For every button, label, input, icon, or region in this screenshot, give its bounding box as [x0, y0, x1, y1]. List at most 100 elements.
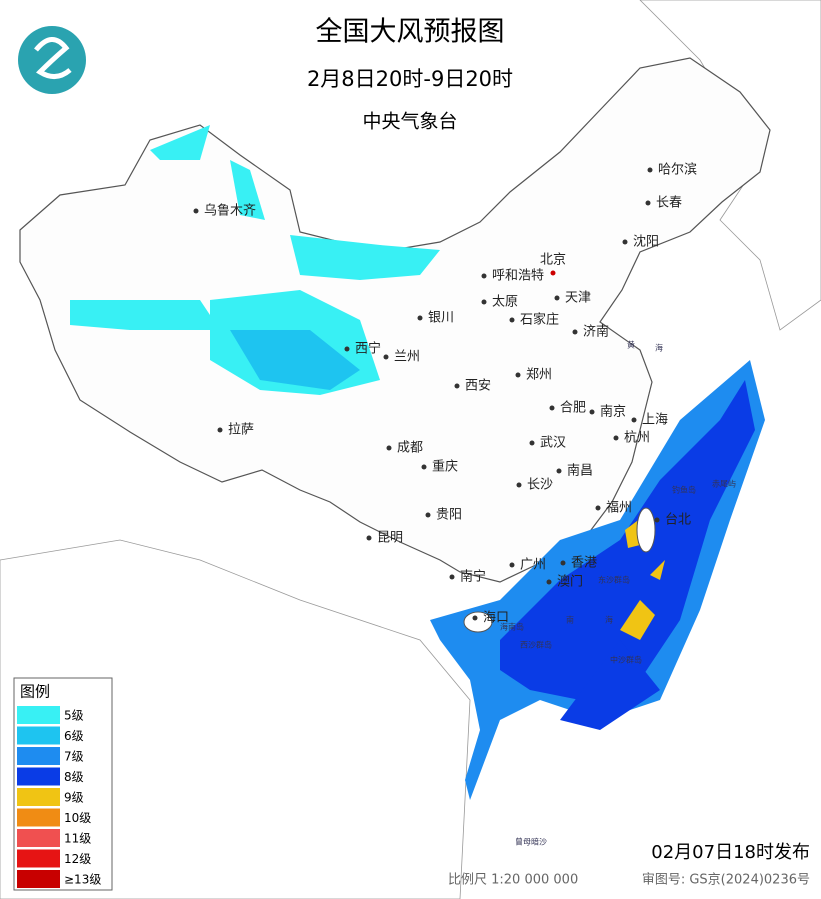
city-label: 昆明 — [377, 531, 403, 546]
city-marker — [472, 615, 478, 621]
city-marker — [509, 562, 515, 568]
legend-swatch — [17, 747, 60, 765]
wind-zone-5 — [290, 235, 440, 280]
city-label: 沈阳 — [633, 235, 659, 250]
city-marker — [193, 208, 199, 214]
city-label: 重庆 — [432, 459, 458, 475]
sea-label: 西沙群岛 — [520, 640, 552, 650]
city-label: 澳门 — [557, 574, 583, 590]
city-marker — [645, 200, 651, 206]
city-marker — [589, 409, 595, 415]
city-marker — [622, 239, 628, 245]
city-label: 郑州 — [526, 368, 552, 383]
city-marker — [549, 405, 555, 411]
city-label: 台北 — [665, 513, 691, 528]
forecast-period: 2月8日20时-9日20时 — [307, 67, 513, 91]
map-title: 全国大风预报图 — [316, 17, 505, 48]
issuer: 中央气象台 — [362, 111, 457, 133]
legend-label: 6级 — [64, 729, 84, 743]
city-label: 银川 — [428, 311, 454, 326]
hainan-island — [463, 611, 493, 633]
city-marker — [631, 417, 637, 423]
legend-swatch — [17, 767, 60, 786]
city-label: 呼和浩特 — [492, 269, 544, 284]
legend-label: 12级 — [64, 852, 91, 866]
city-label: 拉萨 — [228, 423, 254, 438]
city-marker — [417, 315, 423, 321]
sea-label: 海 — [655, 343, 663, 353]
map-number: 审图号: GS京(2024)0236号 — [642, 873, 810, 888]
city-label: 武汉 — [540, 436, 566, 451]
city-label: 济南 — [583, 324, 609, 340]
city-label: 哈尔滨 — [658, 162, 697, 178]
city-marker — [572, 329, 578, 335]
city-marker — [529, 440, 535, 446]
legend-swatch — [17, 706, 60, 724]
city-marker — [217, 427, 223, 433]
city-marker — [647, 167, 653, 173]
city-marker — [515, 372, 521, 378]
sea-label: 南 — [566, 615, 574, 625]
city-label: 太原 — [492, 295, 518, 310]
wind-zone-8 — [560, 640, 660, 730]
neighbor-land — [0, 539, 471, 899]
city-label: 南京 — [600, 404, 626, 420]
city-marker — [595, 505, 601, 511]
city-label: 上海 — [642, 413, 668, 428]
map-scale: 比例尺 1:20 000 000 — [448, 873, 578, 888]
wind-zone-6 — [230, 330, 360, 390]
legend-label: 9级 — [64, 791, 84, 805]
city-marker — [556, 468, 562, 474]
city-label: 海口 — [483, 611, 509, 626]
city-label: 长春 — [656, 196, 682, 211]
city-marker — [454, 383, 460, 389]
legend-swatch — [17, 808, 60, 827]
issue-time: 02月07日18时发布 — [651, 842, 810, 863]
taiwan-island — [636, 507, 656, 553]
sea-label: 赤尾屿 — [712, 480, 736, 489]
city-label: 杭州 — [624, 431, 650, 446]
city-label: 乌鲁木齐 — [204, 203, 256, 219]
city-label: 长沙 — [527, 478, 553, 493]
city-marker — [516, 482, 522, 488]
city-marker — [554, 295, 560, 301]
city-label: 兰州 — [394, 350, 420, 365]
city-label: 西宁 — [355, 341, 381, 357]
city-label: 贵阳 — [436, 508, 462, 523]
legend-title: 图例 — [20, 683, 50, 701]
city-marker — [481, 273, 487, 279]
sea-label: 钓鱼岛 — [672, 485, 696, 495]
city-marker — [383, 354, 389, 360]
legend-swatch — [17, 849, 60, 868]
city-label: 广州 — [520, 558, 546, 573]
wind-zone-5 — [70, 300, 220, 330]
city-marker — [481, 299, 487, 305]
city-marker — [550, 270, 556, 276]
city-label: 成都 — [397, 441, 423, 456]
sea-label: 海 — [605, 615, 613, 625]
legend-label: 5级 — [64, 709, 84, 723]
legend-label: ≥13级 — [64, 873, 101, 887]
city-marker — [366, 535, 372, 541]
legend-label: 11级 — [64, 832, 91, 846]
legend-label: 8级 — [64, 770, 84, 784]
city-label: 南昌 — [567, 463, 593, 479]
city-label: 福州 — [606, 501, 632, 516]
city-label: 合肥 — [560, 401, 586, 416]
city-marker — [421, 464, 427, 470]
legend-swatch — [17, 726, 60, 745]
city-marker — [344, 346, 350, 352]
city-label: 石家庄 — [520, 312, 559, 328]
city-label: 天津 — [565, 291, 591, 306]
sea-label: 东沙群岛 — [598, 575, 630, 585]
sea-label: 黄 — [627, 340, 635, 350]
city-label: 西安 — [465, 379, 491, 394]
city-marker — [425, 512, 431, 518]
legend-swatch — [17, 788, 60, 806]
sea-label: 曾母暗沙 — [515, 837, 547, 847]
logo-mark — [34, 37, 72, 79]
legend-swatch — [17, 829, 60, 847]
city-label: 北京 — [540, 253, 566, 268]
city-marker — [546, 579, 552, 585]
